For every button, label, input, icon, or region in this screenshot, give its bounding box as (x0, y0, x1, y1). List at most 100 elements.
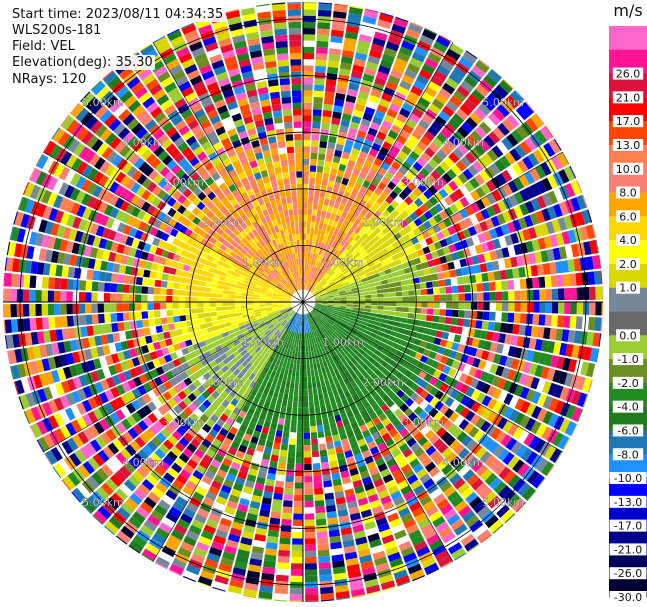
velocity-gate (327, 300, 335, 302)
velocity-gate (75, 338, 84, 350)
velocity-gate (449, 389, 460, 400)
velocity-gate (338, 335, 345, 342)
velocity-gate (223, 285, 230, 291)
velocity-gate (304, 445, 311, 452)
velocity-gate (116, 283, 124, 293)
velocity-gate (422, 29, 437, 41)
velocity-gate (416, 420, 427, 431)
velocity-gate (321, 333, 327, 340)
velocity-gate (38, 248, 47, 262)
velocity-gate (308, 351, 312, 358)
velocity-gate (272, 328, 278, 335)
velocity-gate (486, 331, 494, 341)
velocity-gate (320, 242, 325, 250)
velocity-gate (280, 341, 286, 348)
velocity-gate (434, 400, 444, 411)
velocity-gate (295, 326, 298, 333)
velocity-gate (283, 341, 288, 349)
velocity-gate (290, 318, 295, 325)
velocity-gate (337, 509, 349, 517)
velocity-gate (109, 399, 120, 411)
velocity-gate (325, 252, 331, 259)
velocity-gate (522, 337, 531, 349)
velocity-gate (298, 345, 301, 352)
velocity-gate (304, 538, 316, 545)
velocity-gate (207, 464, 219, 474)
velocity-gate (102, 366, 112, 378)
velocity-gate (518, 217, 528, 230)
velocity-gate (365, 271, 373, 277)
velocity-gate (402, 448, 413, 458)
velocity-gate (404, 196, 414, 206)
velocity-gate (319, 216, 325, 224)
velocity-gate (303, 158, 310, 166)
velocity-gate (327, 305, 334, 309)
velocity-gate (10, 273, 18, 287)
velocity-gate (97, 303, 104, 313)
velocity-gate (353, 385, 361, 394)
velocity-gate (525, 117, 539, 132)
velocity-gate (152, 398, 162, 409)
velocity-gate (398, 228, 407, 237)
velocity-gate (452, 147, 464, 160)
velocity-gate (329, 281, 336, 287)
velocity-gate (373, 157, 383, 167)
velocity-gate (406, 523, 419, 535)
velocity-gate (248, 564, 262, 573)
velocity-gate (168, 506, 182, 518)
velocity-gate (322, 273, 328, 279)
velocity-gate (505, 268, 514, 279)
velocity-gate (114, 470, 127, 483)
velocity-gate (212, 364, 221, 373)
velocity-gate (117, 372, 127, 383)
velocity-gate (250, 341, 257, 348)
velocity-gate (401, 261, 410, 269)
velocity-gate (448, 244, 457, 253)
velocity-gate (255, 313, 262, 318)
velocity-gate (380, 12, 394, 18)
velocity-gate (148, 318, 156, 327)
velocity-gate (389, 557, 404, 568)
velocity-gate (332, 566, 346, 575)
velocity-gate (382, 377, 391, 385)
velocity-gate (134, 303, 142, 311)
velocity-gate (354, 453, 364, 462)
velocity-gate (349, 512, 361, 521)
velocity-gate (284, 302, 291, 304)
velocity-gate (429, 539, 444, 551)
velocity-gate (514, 89, 525, 101)
velocity-gate (433, 438, 444, 450)
velocity-gate (420, 523, 434, 535)
velocity-gate (532, 314, 540, 325)
velocity-gate (520, 447, 533, 462)
velocity-gate (157, 332, 165, 341)
velocity-gate (525, 451, 538, 465)
velocity-gate (397, 181, 407, 191)
velocity-gate (123, 275, 131, 284)
velocity-gate (390, 330, 398, 337)
velocity-gate (382, 385, 392, 394)
velocity-gate (433, 369, 442, 379)
velocity-gate (192, 398, 202, 408)
velocity-gate (573, 258, 582, 272)
velocity-gate (351, 290, 359, 294)
velocity-gate (360, 27, 374, 37)
velocity-gate (318, 393, 324, 401)
velocity-gate (318, 153, 326, 161)
velocity-gate (222, 457, 233, 467)
velocity-gate (401, 161, 412, 171)
velocity-gate (217, 315, 224, 321)
velocity-gate (283, 494, 293, 501)
velocity-gate (399, 403, 409, 413)
velocity-gate (274, 486, 284, 494)
velocity-gate (387, 75, 401, 86)
velocity-gate (334, 149, 343, 158)
velocity-gate (343, 284, 351, 289)
velocity-gate (323, 423, 331, 431)
velocity-gate (413, 431, 424, 442)
velocity-gate (343, 191, 351, 200)
velocity-gate (479, 486, 493, 500)
velocity-gate (303, 189, 308, 197)
velocity-gate (253, 292, 261, 296)
velocity-gate (122, 293, 129, 302)
